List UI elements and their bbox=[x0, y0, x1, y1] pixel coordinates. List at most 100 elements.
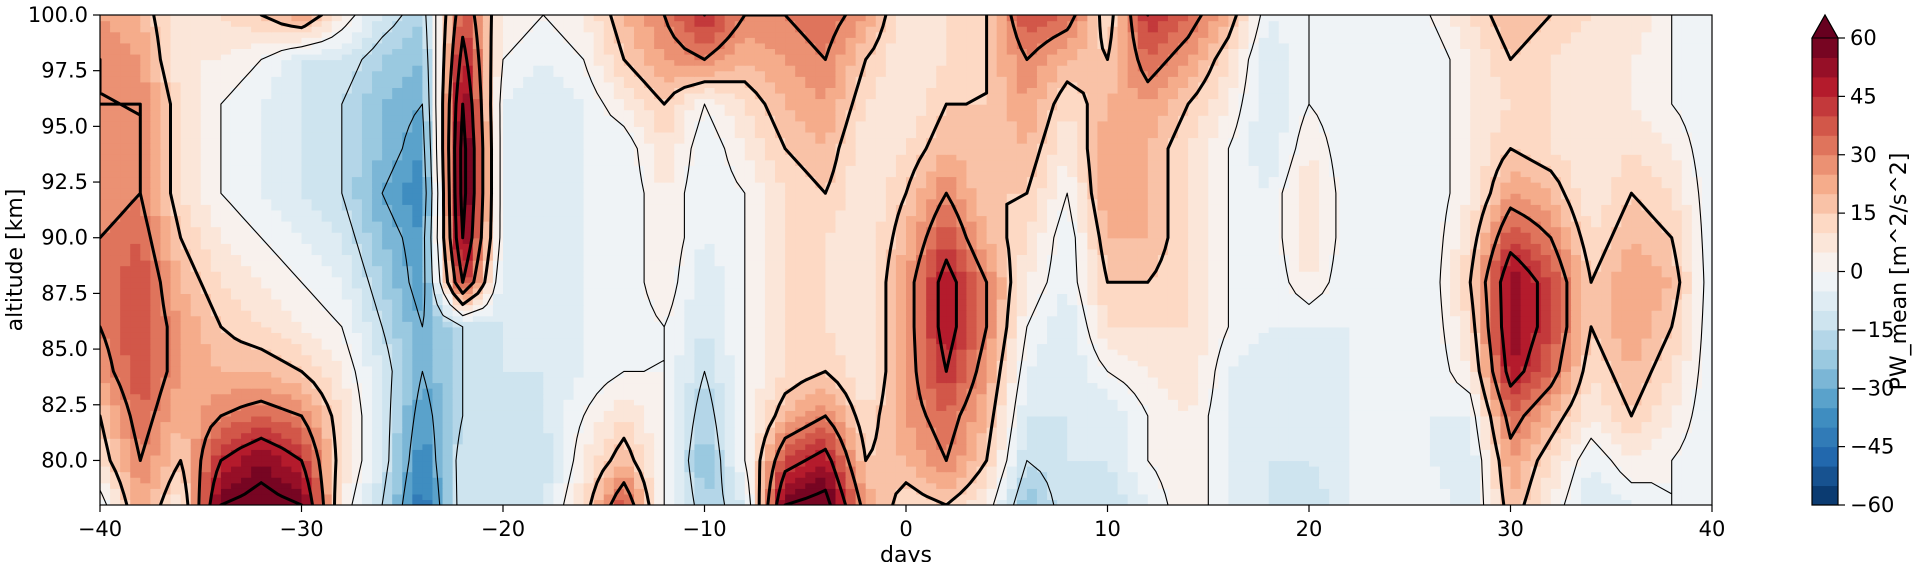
heat-cell bbox=[311, 388, 323, 395]
heat-cell bbox=[210, 371, 222, 378]
heat-cell bbox=[785, 371, 796, 378]
heat-cell bbox=[1067, 360, 1078, 367]
heat-cell bbox=[482, 443, 494, 450]
heat-cell bbox=[130, 404, 141, 411]
heat-cell bbox=[372, 404, 383, 411]
heat-cell bbox=[775, 471, 786, 478]
heat-cell bbox=[1238, 438, 1250, 445]
heat-cell bbox=[1137, 337, 1149, 345]
heat-cell bbox=[1157, 438, 1169, 445]
heat-cell bbox=[553, 482, 565, 489]
heat-cell bbox=[1691, 410, 1703, 417]
heat-cell bbox=[1309, 399, 1320, 406]
heat-cell bbox=[533, 360, 544, 367]
heat-cell bbox=[412, 493, 423, 501]
heat-cell bbox=[482, 360, 494, 367]
heat-cell bbox=[1611, 365, 1622, 372]
heat-cell bbox=[1540, 371, 1552, 378]
heat-cell bbox=[160, 477, 172, 484]
heat-cell bbox=[170, 326, 182, 333]
heat-cell bbox=[523, 449, 534, 456]
heat-cell bbox=[1127, 410, 1139, 417]
heat-cell bbox=[775, 466, 786, 473]
heat-cell bbox=[220, 404, 232, 411]
heat-cell bbox=[1036, 337, 1048, 345]
heat-cell bbox=[1349, 438, 1360, 445]
heat-cell bbox=[1591, 393, 1602, 400]
heat-cell bbox=[291, 415, 303, 423]
heat-cell bbox=[1288, 371, 1300, 378]
heat-cell bbox=[1550, 443, 1562, 450]
heat-cell bbox=[1450, 365, 1461, 372]
heat-cell bbox=[110, 499, 121, 505]
heat-cell bbox=[1268, 410, 1280, 417]
heat-cell bbox=[1611, 432, 1622, 439]
heat-cell bbox=[230, 482, 242, 489]
heat-cell bbox=[100, 404, 111, 411]
heat-cell bbox=[916, 438, 927, 445]
heat-cell bbox=[1520, 454, 1532, 462]
heat-cell bbox=[1218, 360, 1229, 367]
heat-cell bbox=[140, 349, 151, 356]
heat-cell bbox=[432, 404, 444, 411]
heat-cell bbox=[865, 410, 877, 417]
heat-cell bbox=[200, 332, 212, 339]
heat-cell bbox=[412, 482, 423, 489]
heat-cell bbox=[422, 354, 434, 361]
heat-cell bbox=[1188, 466, 1199, 473]
heat-cell bbox=[452, 326, 464, 333]
heat-cell bbox=[1681, 399, 1693, 406]
heat-cell bbox=[563, 343, 575, 350]
heat-cell bbox=[1238, 432, 1250, 439]
heat-cell bbox=[1621, 393, 1632, 400]
heat-cell bbox=[1701, 493, 1712, 501]
heat-cell bbox=[160, 449, 172, 456]
heat-cell bbox=[563, 427, 575, 434]
heat-cell bbox=[1661, 460, 1673, 467]
heat-cell bbox=[472, 360, 484, 367]
heat-cell bbox=[946, 432, 957, 439]
heat-cell bbox=[1510, 432, 1522, 439]
heat-cell bbox=[916, 382, 927, 389]
heat-cell bbox=[996, 371, 1008, 378]
heat-cell bbox=[1520, 460, 1532, 467]
heat-cell bbox=[200, 499, 212, 505]
heat-cell bbox=[1268, 449, 1280, 456]
heat-cell bbox=[1047, 482, 1058, 489]
heat-cell bbox=[1057, 499, 1068, 505]
heat-cell bbox=[533, 354, 544, 361]
heat-cell bbox=[261, 365, 272, 372]
heat-cell bbox=[1097, 376, 1109, 384]
heat-cell bbox=[1288, 432, 1300, 439]
heat-cell bbox=[422, 482, 434, 489]
heat-cell bbox=[120, 432, 131, 439]
heat-cell bbox=[1268, 427, 1280, 434]
heat-cell bbox=[281, 326, 293, 333]
heat-cell bbox=[1238, 488, 1250, 495]
heat-cell bbox=[664, 482, 675, 489]
heat-cell bbox=[1439, 466, 1451, 473]
heat-cell bbox=[281, 460, 293, 467]
heat-cell bbox=[281, 499, 293, 505]
heat-cell bbox=[1077, 349, 1088, 356]
heat-cell bbox=[966, 443, 978, 450]
heat-cell bbox=[170, 365, 182, 372]
heat-cell bbox=[190, 488, 202, 495]
heat-cell bbox=[1218, 376, 1229, 384]
heat-cell bbox=[1077, 393, 1088, 400]
heat-cell bbox=[986, 466, 998, 473]
heat-cell bbox=[724, 393, 736, 400]
heat-cell bbox=[1581, 427, 1592, 434]
heat-cell bbox=[835, 404, 847, 411]
heat-cell bbox=[482, 482, 494, 489]
heat-cell bbox=[291, 354, 303, 361]
heat-cell bbox=[1097, 449, 1109, 456]
heat-cell bbox=[684, 432, 696, 439]
heat-cell bbox=[1147, 415, 1159, 423]
heat-cell bbox=[1228, 349, 1240, 356]
heat-cell bbox=[825, 477, 837, 484]
heat-cell bbox=[170, 337, 182, 345]
heat-cell bbox=[1077, 365, 1088, 372]
heat-cell bbox=[1520, 388, 1532, 395]
heat-cell bbox=[1450, 477, 1461, 484]
